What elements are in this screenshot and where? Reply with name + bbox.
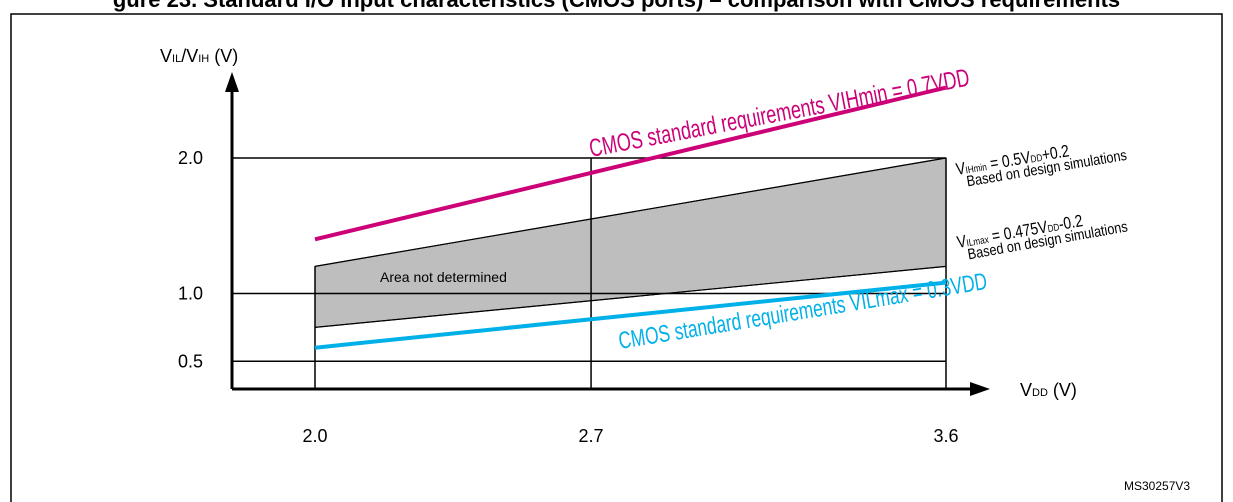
series-line-1 (314, 280, 947, 350)
x-axis-arrow (970, 382, 990, 396)
series-line-3 (314, 265, 947, 328)
y-tick-label: 1.0 (178, 284, 203, 304)
figure-title: gure 23. Standard I/O input characterist… (0, 0, 1233, 13)
cmos-vih-label: CMOS standard requirements VIHmin = 0.7V… (587, 63, 972, 163)
y-axis-arrow (225, 72, 239, 92)
y-tick-labels: 2.0 1.0 0.5 (178, 148, 203, 371)
y-tick-label: 2.0 (178, 148, 203, 168)
y-axis-label: VIL/VIH (V) (160, 46, 238, 66)
figure-id: MS30257V3 (1124, 479, 1190, 493)
figure-frame (10, 13, 1223, 502)
vil-formula-annotation: VILmax = 0.475VDD-0.2 Based on design si… (956, 212, 1129, 263)
series-group (314, 85, 947, 350)
area-not-determined-label: Area not determined (380, 269, 507, 285)
y-tick-label: 0.5 (178, 351, 203, 371)
series-line-0 (314, 85, 947, 242)
x-tick-label: 3.6 (933, 426, 958, 446)
x-tick-label: 2.0 (302, 426, 327, 446)
series-line-2 (314, 157, 947, 267)
x-axis-label: VDD (V) (1020, 380, 1077, 400)
x-tick-label: 2.7 (579, 426, 604, 446)
vih-formula-annotation: VIHmin = 0.5VDD+0.2 Based on design simu… (955, 142, 1128, 190)
x-tick-labels: 2.0 2.7 3.6 (302, 426, 958, 446)
